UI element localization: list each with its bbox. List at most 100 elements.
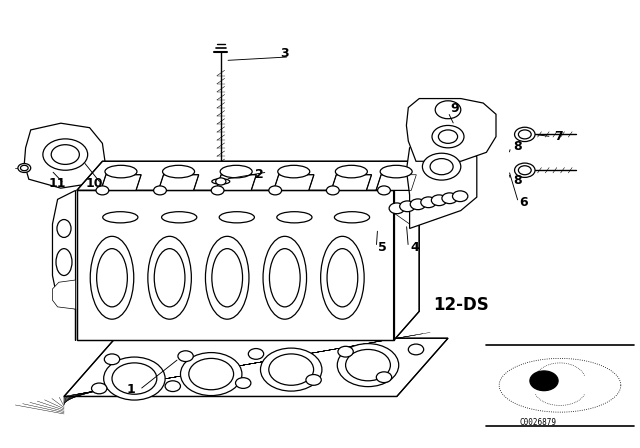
Circle shape — [180, 353, 242, 396]
Circle shape — [211, 186, 224, 195]
Circle shape — [18, 164, 31, 172]
Text: 8: 8 — [513, 140, 522, 154]
Circle shape — [422, 153, 461, 180]
Circle shape — [518, 166, 531, 175]
Polygon shape — [216, 175, 256, 190]
Circle shape — [104, 357, 165, 400]
Circle shape — [43, 139, 88, 170]
Circle shape — [165, 381, 180, 392]
Ellipse shape — [321, 237, 364, 319]
Ellipse shape — [154, 249, 185, 307]
Circle shape — [410, 199, 426, 210]
Polygon shape — [52, 190, 76, 340]
Circle shape — [438, 130, 458, 143]
Circle shape — [248, 349, 264, 359]
Polygon shape — [376, 175, 417, 190]
Text: 11: 11 — [49, 177, 67, 190]
Circle shape — [389, 203, 404, 214]
Circle shape — [530, 371, 558, 391]
Circle shape — [20, 165, 28, 171]
Text: 5: 5 — [378, 241, 387, 254]
Ellipse shape — [263, 237, 307, 319]
Ellipse shape — [105, 165, 137, 178]
Ellipse shape — [327, 249, 358, 307]
Polygon shape — [77, 161, 419, 190]
Circle shape — [442, 193, 458, 203]
Circle shape — [431, 195, 447, 206]
Ellipse shape — [57, 220, 71, 237]
Ellipse shape — [334, 211, 370, 223]
Circle shape — [104, 354, 120, 365]
Circle shape — [378, 186, 390, 195]
Circle shape — [260, 348, 322, 391]
Ellipse shape — [277, 211, 312, 223]
Polygon shape — [24, 123, 106, 188]
Ellipse shape — [335, 165, 367, 178]
Polygon shape — [406, 99, 496, 161]
Polygon shape — [64, 338, 448, 396]
Circle shape — [112, 363, 157, 394]
Circle shape — [92, 383, 107, 394]
Circle shape — [269, 354, 314, 385]
Circle shape — [306, 375, 321, 385]
Circle shape — [269, 186, 282, 195]
Text: 3: 3 — [280, 47, 289, 60]
Ellipse shape — [90, 237, 134, 319]
Circle shape — [376, 372, 392, 383]
Text: 8: 8 — [513, 173, 522, 187]
Circle shape — [435, 101, 461, 119]
Text: 7: 7 — [554, 130, 563, 143]
Polygon shape — [394, 161, 419, 340]
Ellipse shape — [163, 165, 195, 178]
Circle shape — [189, 358, 234, 390]
Text: 12-DS: 12-DS — [433, 296, 489, 314]
Circle shape — [432, 125, 464, 148]
Ellipse shape — [278, 165, 310, 178]
Circle shape — [421, 197, 436, 207]
Text: 1: 1 — [127, 383, 136, 396]
Circle shape — [96, 186, 109, 195]
Ellipse shape — [212, 249, 243, 307]
Ellipse shape — [269, 249, 300, 307]
Circle shape — [399, 201, 415, 212]
Circle shape — [338, 346, 353, 357]
Text: C0026879: C0026879 — [519, 418, 556, 426]
Circle shape — [430, 159, 453, 175]
Circle shape — [408, 344, 424, 355]
Text: 9: 9 — [450, 102, 459, 115]
Polygon shape — [52, 280, 76, 309]
Circle shape — [337, 344, 399, 387]
Polygon shape — [332, 175, 371, 190]
Ellipse shape — [56, 249, 72, 276]
Polygon shape — [159, 175, 199, 190]
Circle shape — [515, 163, 535, 177]
Text: 2: 2 — [255, 168, 264, 181]
Circle shape — [518, 130, 531, 139]
Circle shape — [51, 145, 79, 164]
Circle shape — [236, 378, 251, 388]
Circle shape — [326, 186, 339, 195]
Text: 6: 6 — [519, 196, 528, 209]
Circle shape — [216, 178, 226, 185]
Ellipse shape — [162, 211, 197, 223]
Polygon shape — [101, 175, 141, 190]
Polygon shape — [274, 175, 314, 190]
Ellipse shape — [212, 179, 230, 184]
Ellipse shape — [102, 211, 138, 223]
Circle shape — [154, 186, 166, 195]
Circle shape — [346, 349, 390, 381]
Ellipse shape — [148, 237, 191, 319]
Circle shape — [515, 127, 535, 142]
Circle shape — [452, 191, 468, 202]
Polygon shape — [406, 137, 477, 228]
Polygon shape — [394, 188, 467, 224]
Polygon shape — [77, 190, 394, 340]
Ellipse shape — [97, 249, 127, 307]
Text: 10: 10 — [86, 177, 104, 190]
Ellipse shape — [205, 237, 249, 319]
Text: 4: 4 — [410, 241, 419, 254]
Ellipse shape — [219, 211, 255, 223]
Circle shape — [178, 351, 193, 362]
Ellipse shape — [220, 165, 252, 178]
Ellipse shape — [380, 165, 412, 178]
